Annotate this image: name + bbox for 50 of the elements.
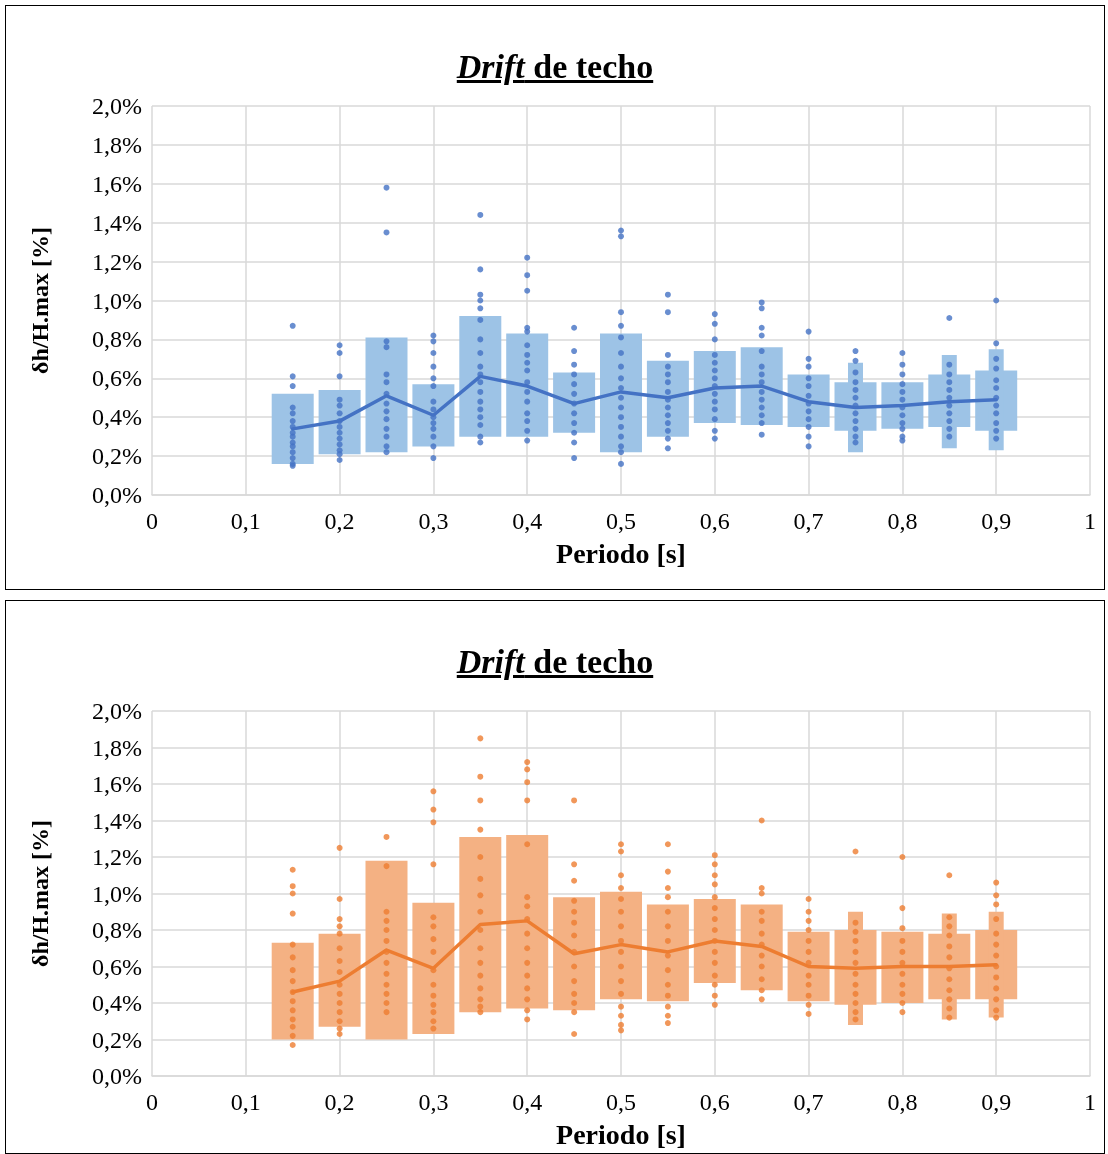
x-tick-label: 0,9	[981, 1089, 1012, 1115]
y-tick-label: 0,2%	[92, 1026, 142, 1053]
x-tick-label: 0,3	[418, 1089, 449, 1115]
x-tick-label: 1	[1084, 508, 1096, 534]
chart-title: Drift de techo	[456, 643, 654, 680]
y-tick-label: 0,4%	[92, 990, 142, 1016]
x-tick-label: 0,8	[887, 1089, 918, 1115]
chart-title: Drift de techo	[456, 48, 654, 85]
x-axis-title: Periodo [s]	[556, 537, 686, 569]
y-tick-label: 1,6%	[92, 771, 142, 797]
y-tick-label: 1,6%	[92, 170, 142, 197]
y-tick-label: 0,6%	[92, 953, 142, 980]
x-tick-label: 0,4	[512, 508, 543, 534]
x-tick-label: 0,1	[230, 508, 261, 534]
y-axis-title: δh/H.max [%]	[27, 226, 53, 375]
y-tick-label: 1,4%	[92, 807, 142, 834]
x-tick-label: 0,2	[324, 1089, 355, 1115]
y-axis-title: δh/H.max [%]	[27, 819, 53, 968]
y-tick-label: 0,0%	[92, 482, 142, 508]
x-tick-label: 0,6	[699, 1089, 730, 1115]
y-tick-label: 0,8%	[92, 326, 142, 353]
x-tick-label: 0,7	[793, 1089, 824, 1115]
y-tick-label: 0,8%	[92, 917, 142, 943]
x-tick-label: 0,5	[606, 508, 636, 534]
y-tick-label: 1,8%	[92, 734, 142, 761]
y-tick-label: 1,8%	[92, 131, 142, 158]
x-tick-label: 0,8	[887, 508, 918, 534]
x-tick-label: 1	[1084, 1089, 1096, 1115]
x-tick-label: 0,7	[793, 508, 824, 534]
x-tick-label: 0,3	[418, 508, 449, 534]
y-tick-label: 0,4%	[92, 404, 142, 431]
x-tick-label: 0,5	[606, 1089, 636, 1115]
y-tick-label: 1,4%	[92, 209, 142, 236]
y-tick-label: 1,2%	[92, 248, 142, 275]
x-tick-label: 0,1	[230, 1089, 261, 1115]
x-axis-title: Periodo [s]	[556, 1118, 686, 1150]
y-tick-label: 2,0%	[92, 93, 142, 119]
x-tick-label: 0,9	[981, 508, 1012, 534]
y-tick-label: 0,6%	[92, 365, 142, 392]
y-tick-label: 1,0%	[92, 880, 142, 907]
y-tick-label: 1,2%	[92, 844, 142, 870]
y-tick-label: 2,0%	[92, 698, 142, 724]
x-tick-label: 0,6	[699, 508, 730, 534]
x-tick-label: 0	[146, 508, 158, 534]
y-tick-label: 0,2%	[92, 443, 142, 470]
y-tick-label: 1,0%	[92, 287, 142, 314]
x-tick-label: 0,4	[512, 1089, 543, 1115]
y-tick-label: 0,0%	[92, 1063, 142, 1089]
x-tick-label: 0	[146, 1089, 158, 1115]
x-tick-label: 0,2	[324, 508, 355, 534]
